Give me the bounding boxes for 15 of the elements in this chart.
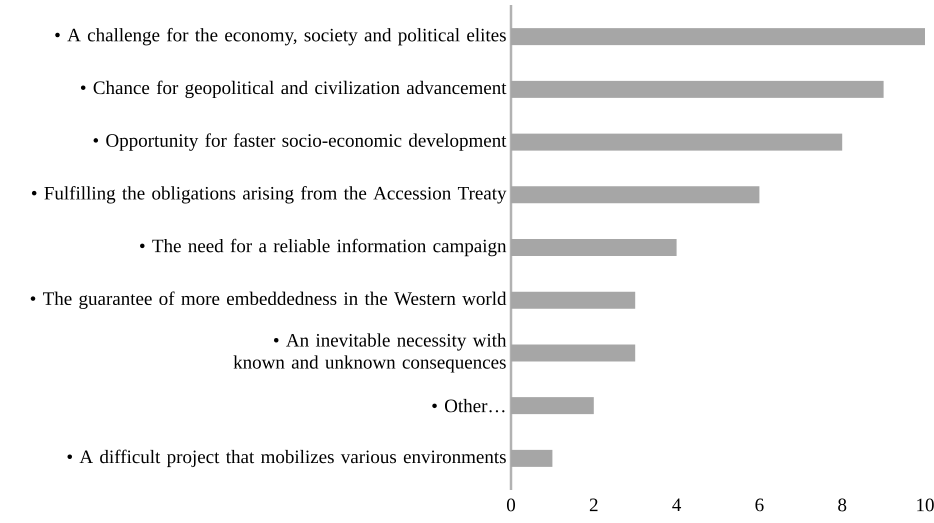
y-tick-label: • An inevitable necessity with known and unknown consequences (233, 333, 506, 373)
y-tick-label: • Opportunity for faster socio-economic development (94, 133, 506, 151)
x-tick-label: 0 (506, 498, 516, 512)
y-tick-label: • Chance for geopolitical and civilization advancement (80, 80, 506, 98)
y-tick-label: • Other… (432, 398, 504, 412)
x-tick-label: 4 (672, 498, 682, 512)
y-tick-label: • A challenge for the economy, society and political elites (55, 28, 506, 46)
y-tick-label: • The guarantee of more embeddedness in the Western world (30, 291, 506, 309)
y-tick-label: • A difficult project that mobilizes various environments (67, 450, 506, 468)
x-tick-label: 8 (838, 498, 846, 512)
x-tick-label: 2 (590, 498, 598, 512)
y-tick-label: • Fulfilling the obligations arising from the Accession Treaty (32, 186, 506, 204)
y-tick-label: • The need for a reliable information campaign (140, 238, 506, 256)
x-tick-label: 10 (917, 498, 934, 512)
x-tick-label: 6 (755, 498, 764, 512)
